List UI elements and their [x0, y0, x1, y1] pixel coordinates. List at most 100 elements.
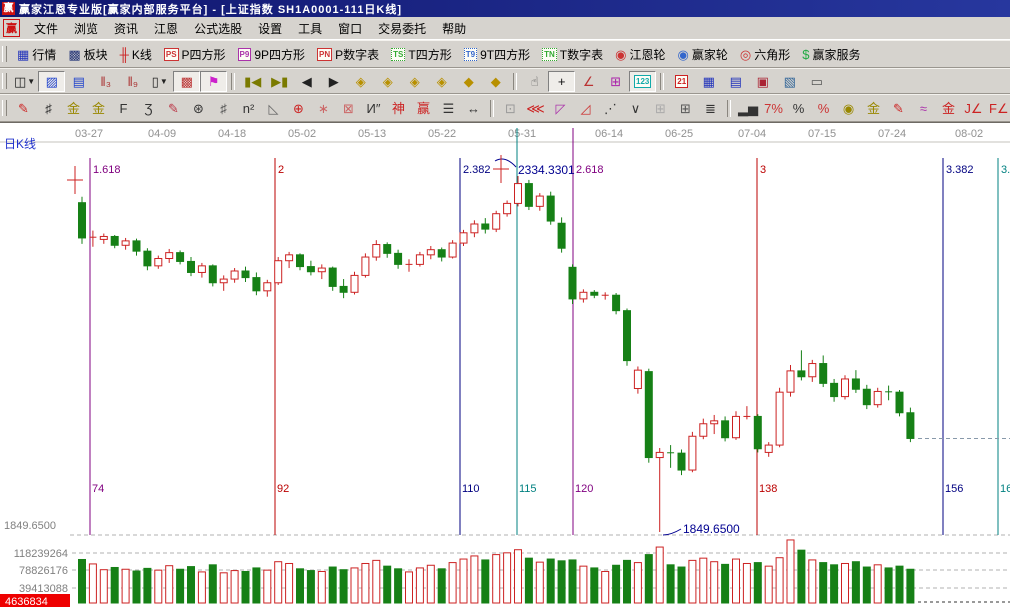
gold-grid2-tool[interactable]: 金 [86, 97, 111, 120]
j-angle-tool[interactable]: J∠ [961, 97, 986, 120]
export-image-button[interactable]: ▧ [776, 71, 803, 92]
fit-all-button[interactable]: ◆ [455, 71, 482, 92]
hand-tool-button[interactable]: ☝ [521, 71, 548, 92]
pattern-button[interactable]: ▩ [173, 70, 201, 92]
grid-dark-tool[interactable]: ⊞ [673, 97, 698, 120]
gann-line[interactable]: 2.618 120 [572, 128, 604, 535]
pct7-tool[interactable]: 7% [761, 97, 786, 120]
t9-square-button[interactable]: T9 9T四方形 [458, 44, 536, 65]
crosshair-button[interactable]: + [548, 70, 576, 92]
toolbar-grip[interactable] [2, 46, 7, 62]
sectors-button[interactable]: ▩ 板块 [62, 44, 113, 65]
menu-item-5[interactable]: 设置 [258, 21, 283, 36]
next-page-button[interactable]: ▶ [320, 71, 347, 92]
gold-line-tool[interactable]: 金 [861, 97, 886, 120]
gann-fan-tool[interactable]: ⋘ [523, 97, 548, 120]
stat-bars-tool[interactable]: ▂▅ [735, 97, 761, 120]
candle-style-button[interactable]: ▯ ▼ [146, 71, 173, 92]
p-digit-table-button[interactable]: PN P数字表 [311, 44, 385, 65]
win-grid-tool[interactable]: 赢 [411, 97, 436, 120]
period-day-button[interactable]: ◫ ▼ [11, 71, 38, 92]
vcheck-tool[interactable]: ∨ [623, 97, 648, 120]
mirror-angle-tool[interactable]: ◺ [261, 97, 286, 120]
gann-line[interactable]: 1.618 74 [89, 158, 121, 535]
gold-red-tool[interactable]: 金 [936, 97, 961, 120]
winner-service-button[interactable]: $ 赢家服务 [796, 44, 866, 65]
vgrid-tool[interactable]: ♯ [36, 97, 61, 120]
wave-n-tool[interactable]: И″ [361, 97, 386, 120]
fit-screen-button[interactable]: ◆ [482, 71, 509, 92]
quotes-button[interactable]: ▦ 行情 [11, 44, 62, 65]
spiral-tool[interactable]: Ʒ [136, 97, 161, 120]
menu-item-4[interactable]: 公式选股 [194, 21, 243, 36]
ruler-brush-tool[interactable]: ✎ [161, 97, 186, 120]
menu-item-7[interactable]: 窗口 [338, 21, 363, 36]
gann-wheel-button[interactable]: ◉ 江恩轮 [609, 44, 671, 65]
kline-button[interactable]: ╫ K线 [114, 44, 158, 65]
trend-lines-tool[interactable]: ⋰ [598, 97, 623, 120]
winner-wheel-button[interactable]: ◉ 赢家轮 [671, 44, 733, 65]
calendar-button[interactable]: 21 [668, 71, 695, 92]
plain-grid-tool[interactable]: ♯ [211, 97, 236, 120]
flag-button[interactable]: ⚑ [200, 70, 228, 92]
shen-grid-tool[interactable]: 神 [386, 97, 411, 120]
hexagon-button[interactable]: ◎ 六角形 [734, 44, 796, 65]
gann-line[interactable]: 3.16 [997, 158, 1010, 535]
pen-flash-tool[interactable]: ✎ [886, 97, 911, 120]
menu-item-8[interactable]: 交易委托 [378, 21, 427, 36]
ma9-button[interactable]: ‖₉ [119, 71, 146, 92]
pct-line-tool[interactable]: % [811, 97, 836, 120]
shift-left-button[interactable]: ◈ [347, 71, 374, 92]
gann-line[interactable]: 3.382 156 [942, 158, 974, 535]
gann-line[interactable]: 2.382 110 [459, 158, 491, 535]
menu-item-2[interactable]: 资讯 [114, 21, 139, 36]
gann-line[interactable]: 2 92 [274, 158, 289, 535]
first-page-button[interactable]: ▮◀ [239, 71, 266, 92]
pct-tool[interactable]: % [786, 97, 811, 120]
gold-circle-tool[interactable]: ◉ [836, 97, 861, 120]
t-digit-table-button[interactable]: TN T数字表 [536, 44, 609, 65]
circle-cross-tool[interactable]: ⊕ [286, 97, 311, 120]
prev-page-button[interactable]: ◀ [293, 71, 320, 92]
gann-anchor-marker[interactable] [67, 166, 83, 194]
gann-line[interactable]: 3 138 [756, 158, 777, 535]
overlay-chart-button[interactable]: ▨ [38, 70, 66, 92]
gold-grid-tool[interactable]: 金 [61, 97, 86, 120]
last-page-button[interactable]: ▶▮ [266, 71, 293, 92]
web-box-tool[interactable]: ⊠ [336, 97, 361, 120]
digits-mode-button[interactable]: 123 [629, 70, 657, 92]
fan-box-red-tool[interactable]: ◿ [573, 97, 598, 120]
hspan-tool[interactable]: ↔ [461, 97, 486, 120]
p9-square-button[interactable]: P9 9P四方形 [232, 44, 311, 65]
dropdown-arrow-icon[interactable]: ▼ [159, 76, 168, 86]
zoom-out-button[interactable]: ◈ [401, 71, 428, 92]
p-square-button[interactable]: PS P四方形 [158, 44, 232, 65]
wave-tool[interactable]: ≈ [911, 97, 936, 120]
f-angle-tool[interactable]: F∠ [986, 97, 1010, 120]
gann-anchor-marker[interactable] [493, 155, 509, 183]
ma3-button[interactable]: ‖₃ [92, 71, 119, 92]
parallel-tool[interactable]: ≣ [698, 97, 723, 120]
n2-tool[interactable]: n² [236, 97, 261, 120]
box-lines-tool[interactable]: ⊡ [498, 97, 523, 120]
menu-item-6[interactable]: 工具 [298, 21, 323, 36]
menu-item-0[interactable]: 文件 [34, 21, 59, 36]
gann-box-button[interactable]: ⊞ [602, 71, 629, 92]
info-panel-button[interactable]: ▤ [65, 71, 92, 92]
ruler123-tool[interactable]: ☰ [436, 97, 461, 120]
t-square-button[interactable]: TS T四方形 [385, 44, 458, 65]
toolbar-grip[interactable] [2, 73, 7, 89]
print-button[interactable]: ▭ [803, 71, 830, 92]
notes-button[interactable]: ▤ [722, 71, 749, 92]
brush-tool[interactable]: ✎ [11, 97, 36, 120]
save-button[interactable]: ▣ [749, 71, 776, 92]
toolbar-grip[interactable] [2, 100, 7, 116]
circle3-tool[interactable]: ⊛ [186, 97, 211, 120]
calculator-button[interactable]: ▦ [695, 71, 722, 92]
fan-box-purple-tool[interactable]: ◸ [548, 97, 573, 120]
f-grid-tool[interactable]: F [111, 97, 136, 120]
grid-light-tool[interactable]: ⊞ [648, 97, 673, 120]
menu-item-1[interactable]: 浏览 [74, 21, 99, 36]
zoom-in-button[interactable]: ◈ [428, 71, 455, 92]
web-tool[interactable]: ∗ [311, 97, 336, 120]
